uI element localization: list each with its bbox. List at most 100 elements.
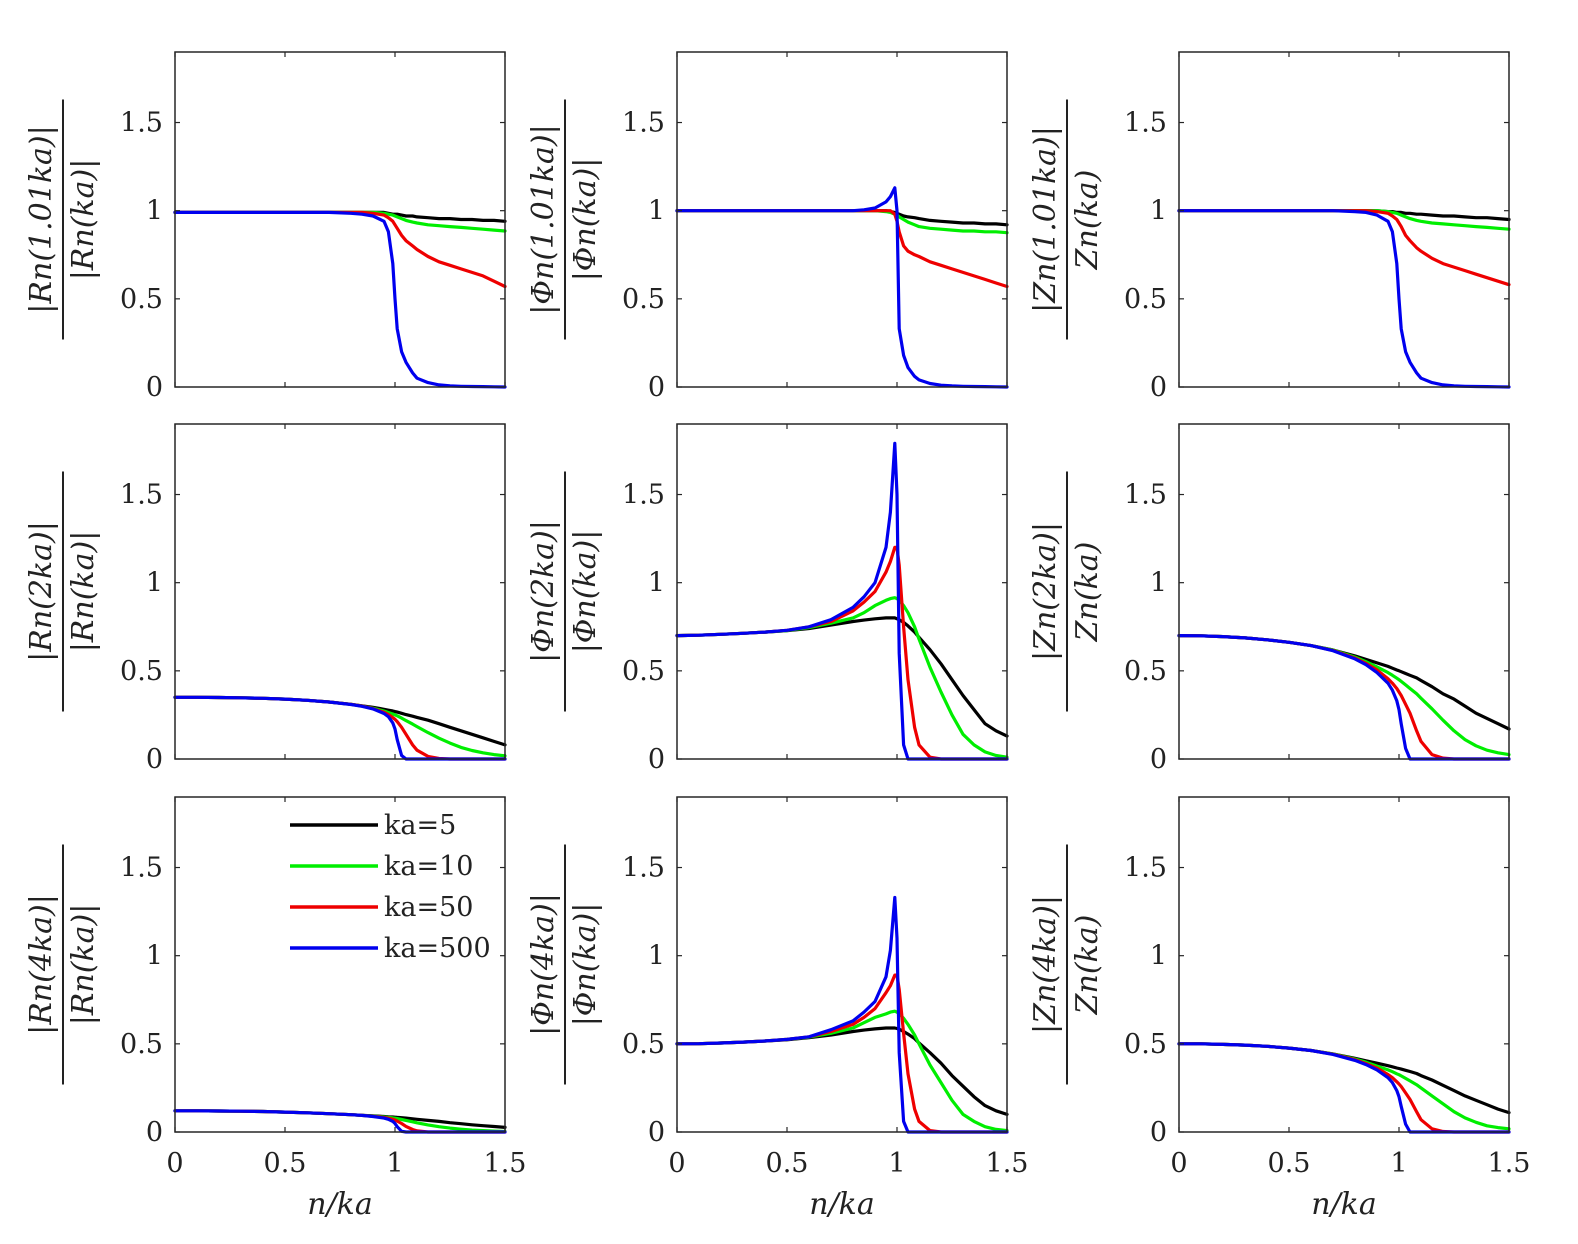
panels-group: 00.511.5|Rn(1.01ka)| |Rn(ka)|00.511.5|Φn(… [24, 51, 1531, 1222]
panel-r2c2: 0 0.5 1 1.5 |Φn(2ka)| |Φn(ka)| [526, 423, 1009, 775]
y-tick-label: 1.5 [622, 480, 665, 511]
y-tick-label: 0 [1150, 1117, 1167, 1148]
legend-label-ka-5: ka=5 [384, 810, 456, 841]
y-tick-label: 1.5 [120, 853, 163, 884]
panel-r1c1: 0 0.5 1 1.5 |Rn(1.01ka)| |Rn(ka)| [24, 51, 507, 403]
x-tick-label: 0.5 [1268, 1148, 1311, 1179]
y-tick-label: 1.5 [1124, 108, 1167, 139]
panel-r1c3: 0 0.5 1 1.5 |Zn(1.01ka)| Zn(ka) [1028, 51, 1511, 403]
legend-label-ka-10: ka=10 [384, 851, 473, 882]
x-tick-label: 1.5 [484, 1148, 527, 1179]
y-axis-label-r3c1: |Rn(4ka)| |Rn(ka)| [24, 844, 101, 1085]
panel-r2c3: 0 0.5 1 1.5 |Zn(2ka)| Zn(ka) [1028, 423, 1511, 775]
y-tick-label: 1.5 [1124, 853, 1167, 884]
x-axis-label: n/ka [809, 1187, 875, 1222]
y-axis-label-r2c3-denominator: Zn(ka) [1070, 542, 1105, 643]
x-tick-label: 0 [1170, 1148, 1187, 1179]
y-axis-label-r1c2: |Φn(1.01ka)| |Φn(ka)| [526, 99, 603, 340]
x-tick-label: 0 [668, 1148, 685, 1179]
y-tick-label: 0.5 [1124, 284, 1167, 315]
y-tick-label: 1 [146, 196, 163, 227]
y-tick-label: 0 [146, 372, 163, 403]
y-axis-label-r1c1-numerator: |Rn(1.01ka)| [24, 125, 59, 313]
y-tick-label: 1 [648, 568, 665, 599]
x-tick-label: 0.5 [766, 1148, 809, 1179]
y-tick-label: 1.5 [622, 853, 665, 884]
y-tick-label: 1.5 [120, 480, 163, 511]
x-tick-label: 1.5 [986, 1148, 1029, 1179]
axes-frame-r2c2 [676, 423, 1008, 760]
series-line-r1c1-ka-500 [173, 210, 507, 389]
series-line-r1c2-ka-500 [675, 186, 1009, 389]
axes-frame-r1c1 [174, 51, 506, 388]
x-tick-label: 1 [888, 1148, 905, 1179]
legend: ka=5 ka=10 ka=50 ka=500 [290, 810, 491, 964]
y-tick-label: 1 [146, 941, 163, 972]
y-axis-label-r3c2-numerator: |Φn(4ka)| [526, 893, 561, 1036]
y-axis-label-r1c2-numerator: |Φn(1.01ka)| [526, 124, 561, 314]
x-tick-label: 1 [386, 1148, 403, 1179]
x-tick-label: 0 [166, 1148, 183, 1179]
y-tick-label: 0.5 [622, 656, 665, 687]
legend-label-ka-50: ka=50 [384, 892, 473, 923]
axes-frame-r1c3 [1178, 51, 1510, 388]
y-tick-label: 0 [648, 372, 665, 403]
y-axis-label-r3c3-numerator: |Zn(4ka)| [1028, 895, 1063, 1034]
series-line-r1c3-ka-500 [1177, 209, 1511, 389]
y-tick-label: 0.5 [622, 284, 665, 315]
y-tick-label: 1 [146, 568, 163, 599]
y-tick-label: 0 [1150, 744, 1167, 775]
x-tick-label: 1.5 [1488, 1148, 1531, 1179]
y-axis-label-r2c1-denominator: |Rn(ka)| [66, 531, 101, 653]
y-tick-label: 1 [1150, 568, 1167, 599]
x-axis-label: n/ka [307, 1187, 373, 1222]
axes-frame-r2c1 [174, 423, 506, 760]
legend-label-ka-500: ka=500 [384, 933, 491, 964]
y-axis-label-r1c2-denominator: |Φn(ka)| [568, 158, 603, 282]
y-tick-label: 0.5 [1124, 656, 1167, 687]
panel-r3c3: 0 0.5 1 1.5 0 0.5 1 1.5 n/ka |Zn(4ka)| Zn(ka) [1028, 796, 1531, 1222]
y-tick-label: 0.5 [1124, 1029, 1167, 1060]
y-axis-label-r2c2-denominator: |Φn(ka)| [568, 530, 603, 654]
x-tick-label: 0.5 [264, 1148, 307, 1179]
y-tick-label: 0.5 [120, 656, 163, 687]
y-tick-label: 0.5 [120, 284, 163, 315]
y-axis-label-r2c3: |Zn(2ka)| Zn(ka) [1028, 471, 1105, 712]
y-axis-label-r2c1: |Rn(2ka)| |Rn(ka)| [24, 471, 101, 712]
y-axis-label-r1c1-denominator: |Rn(ka)| [66, 159, 101, 281]
panel-r3c2: 0 0.5 1 1.5 0 0.5 1 1.5 n/ka |Φn(4ka)| |Φn(ka)| [526, 796, 1029, 1222]
y-axis-label-r2c1-numerator: |Rn(2ka)| [24, 521, 59, 662]
y-axis-label-r2c3-numerator: |Zn(2ka)| [1028, 522, 1063, 661]
y-tick-label: 1.5 [1124, 480, 1167, 511]
x-tick-label: 1 [1390, 1148, 1407, 1179]
axes-frame-r2c3 [1178, 423, 1510, 760]
y-tick-label: 0 [146, 744, 163, 775]
y-axis-label-r3c3: |Zn(4ka)| Zn(ka) [1028, 844, 1105, 1085]
y-tick-label: 1 [648, 941, 665, 972]
panel-r3c1: 0 0.5 1 1.5 0 0.5 1 1.5 n/ka |Rn(4ka)| |Rn(ka)| [24, 796, 527, 1222]
y-axis-label-r1c3-numerator: |Zn(1.01ka)| [1028, 126, 1063, 313]
y-axis-label-r3c2-denominator: |Φn(ka)| [568, 903, 603, 1027]
y-axis-label-r3c3-denominator: Zn(ka) [1070, 915, 1105, 1016]
y-tick-label: 1 [648, 196, 665, 227]
y-axis-label-r3c2: |Φn(4ka)| |Φn(ka)| [526, 844, 603, 1085]
y-axis-label-r1c1: |Rn(1.01ka)| |Rn(ka)| [24, 99, 101, 340]
panel-r2c1: 0 0.5 1 1.5 |Rn(2ka)| |Rn(ka)| [24, 423, 507, 775]
y-tick-label: 0 [1150, 372, 1167, 403]
y-axis-label-r1c3: |Zn(1.01ka)| Zn(ka) [1028, 99, 1105, 340]
axes-frame-r3c1 [174, 796, 506, 1133]
y-axis-label-r3c1-numerator: |Rn(4ka)| [24, 894, 59, 1035]
y-tick-label: 0 [648, 744, 665, 775]
axes-frame-r1c2 [676, 51, 1008, 388]
axes-frame-r3c3 [1178, 796, 1510, 1133]
y-axis-label-r1c3-denominator: Zn(ka) [1070, 170, 1105, 271]
y-tick-label: 0 [648, 1117, 665, 1148]
y-tick-label: 1 [1150, 196, 1167, 227]
y-tick-label: 1.5 [622, 108, 665, 139]
y-tick-label: 0.5 [120, 1029, 163, 1060]
y-axis-label-r3c1-denominator: |Rn(ka)| [66, 904, 101, 1026]
y-axis-label-r2c2-numerator: |Φn(2ka)| [526, 520, 561, 663]
y-axis-label-r2c2: |Φn(2ka)| |Φn(ka)| [526, 471, 603, 712]
